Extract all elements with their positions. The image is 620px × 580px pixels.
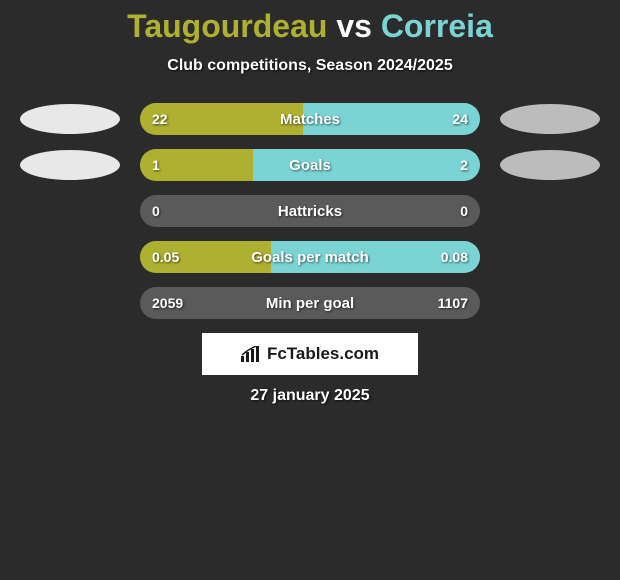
player2-name: Correia xyxy=(381,8,493,44)
player2-lozenge xyxy=(500,288,600,318)
player2-lozenge xyxy=(500,150,600,180)
player1-lozenge xyxy=(20,242,120,272)
subtitle: Club competitions, Season 2024/2025 xyxy=(0,57,620,75)
chart-icon xyxy=(241,346,261,362)
stat-label: Matches xyxy=(140,103,480,135)
stat-bar: 12Goals xyxy=(140,149,480,181)
vs-text: vs xyxy=(336,8,372,44)
stat-label: Hattricks xyxy=(140,195,480,227)
player2-lozenge xyxy=(500,242,600,272)
player1-lozenge xyxy=(20,150,120,180)
player1-lozenge xyxy=(20,104,120,134)
stat-rows: 2224Matches 12Goals 00Hattricks 0.050.08Goa… xyxy=(0,103,620,319)
stat-bar: 20591107Min per goal xyxy=(140,287,480,319)
stat-label: Min per goal xyxy=(140,287,480,319)
stat-row: 12Goals xyxy=(0,149,620,181)
stat-label: Goals per match xyxy=(140,241,480,273)
stat-bar: 00Hattricks xyxy=(140,195,480,227)
player2-lozenge xyxy=(500,196,600,226)
stat-row: 20591107Min per goal xyxy=(0,287,620,319)
date-text: 27 january 2025 xyxy=(0,387,620,405)
stat-row: 0.050.08Goals per match xyxy=(0,241,620,273)
branding-badge: FcTables.com xyxy=(202,333,418,375)
player1-lozenge xyxy=(20,196,120,226)
page-title: Taugourdeau vs Correia xyxy=(0,8,620,45)
branding-text: FcTables.com xyxy=(267,344,379,364)
stat-row: 2224Matches xyxy=(0,103,620,135)
stat-bar: 0.050.08Goals per match xyxy=(140,241,480,273)
stat-label: Goals xyxy=(140,149,480,181)
comparison-infographic: Taugourdeau vs Correia Club competitions… xyxy=(0,0,620,405)
stat-row: 00Hattricks xyxy=(0,195,620,227)
stat-bar: 2224Matches xyxy=(140,103,480,135)
player1-lozenge xyxy=(20,288,120,318)
player2-lozenge xyxy=(500,104,600,134)
player1-name: Taugourdeau xyxy=(127,8,327,44)
